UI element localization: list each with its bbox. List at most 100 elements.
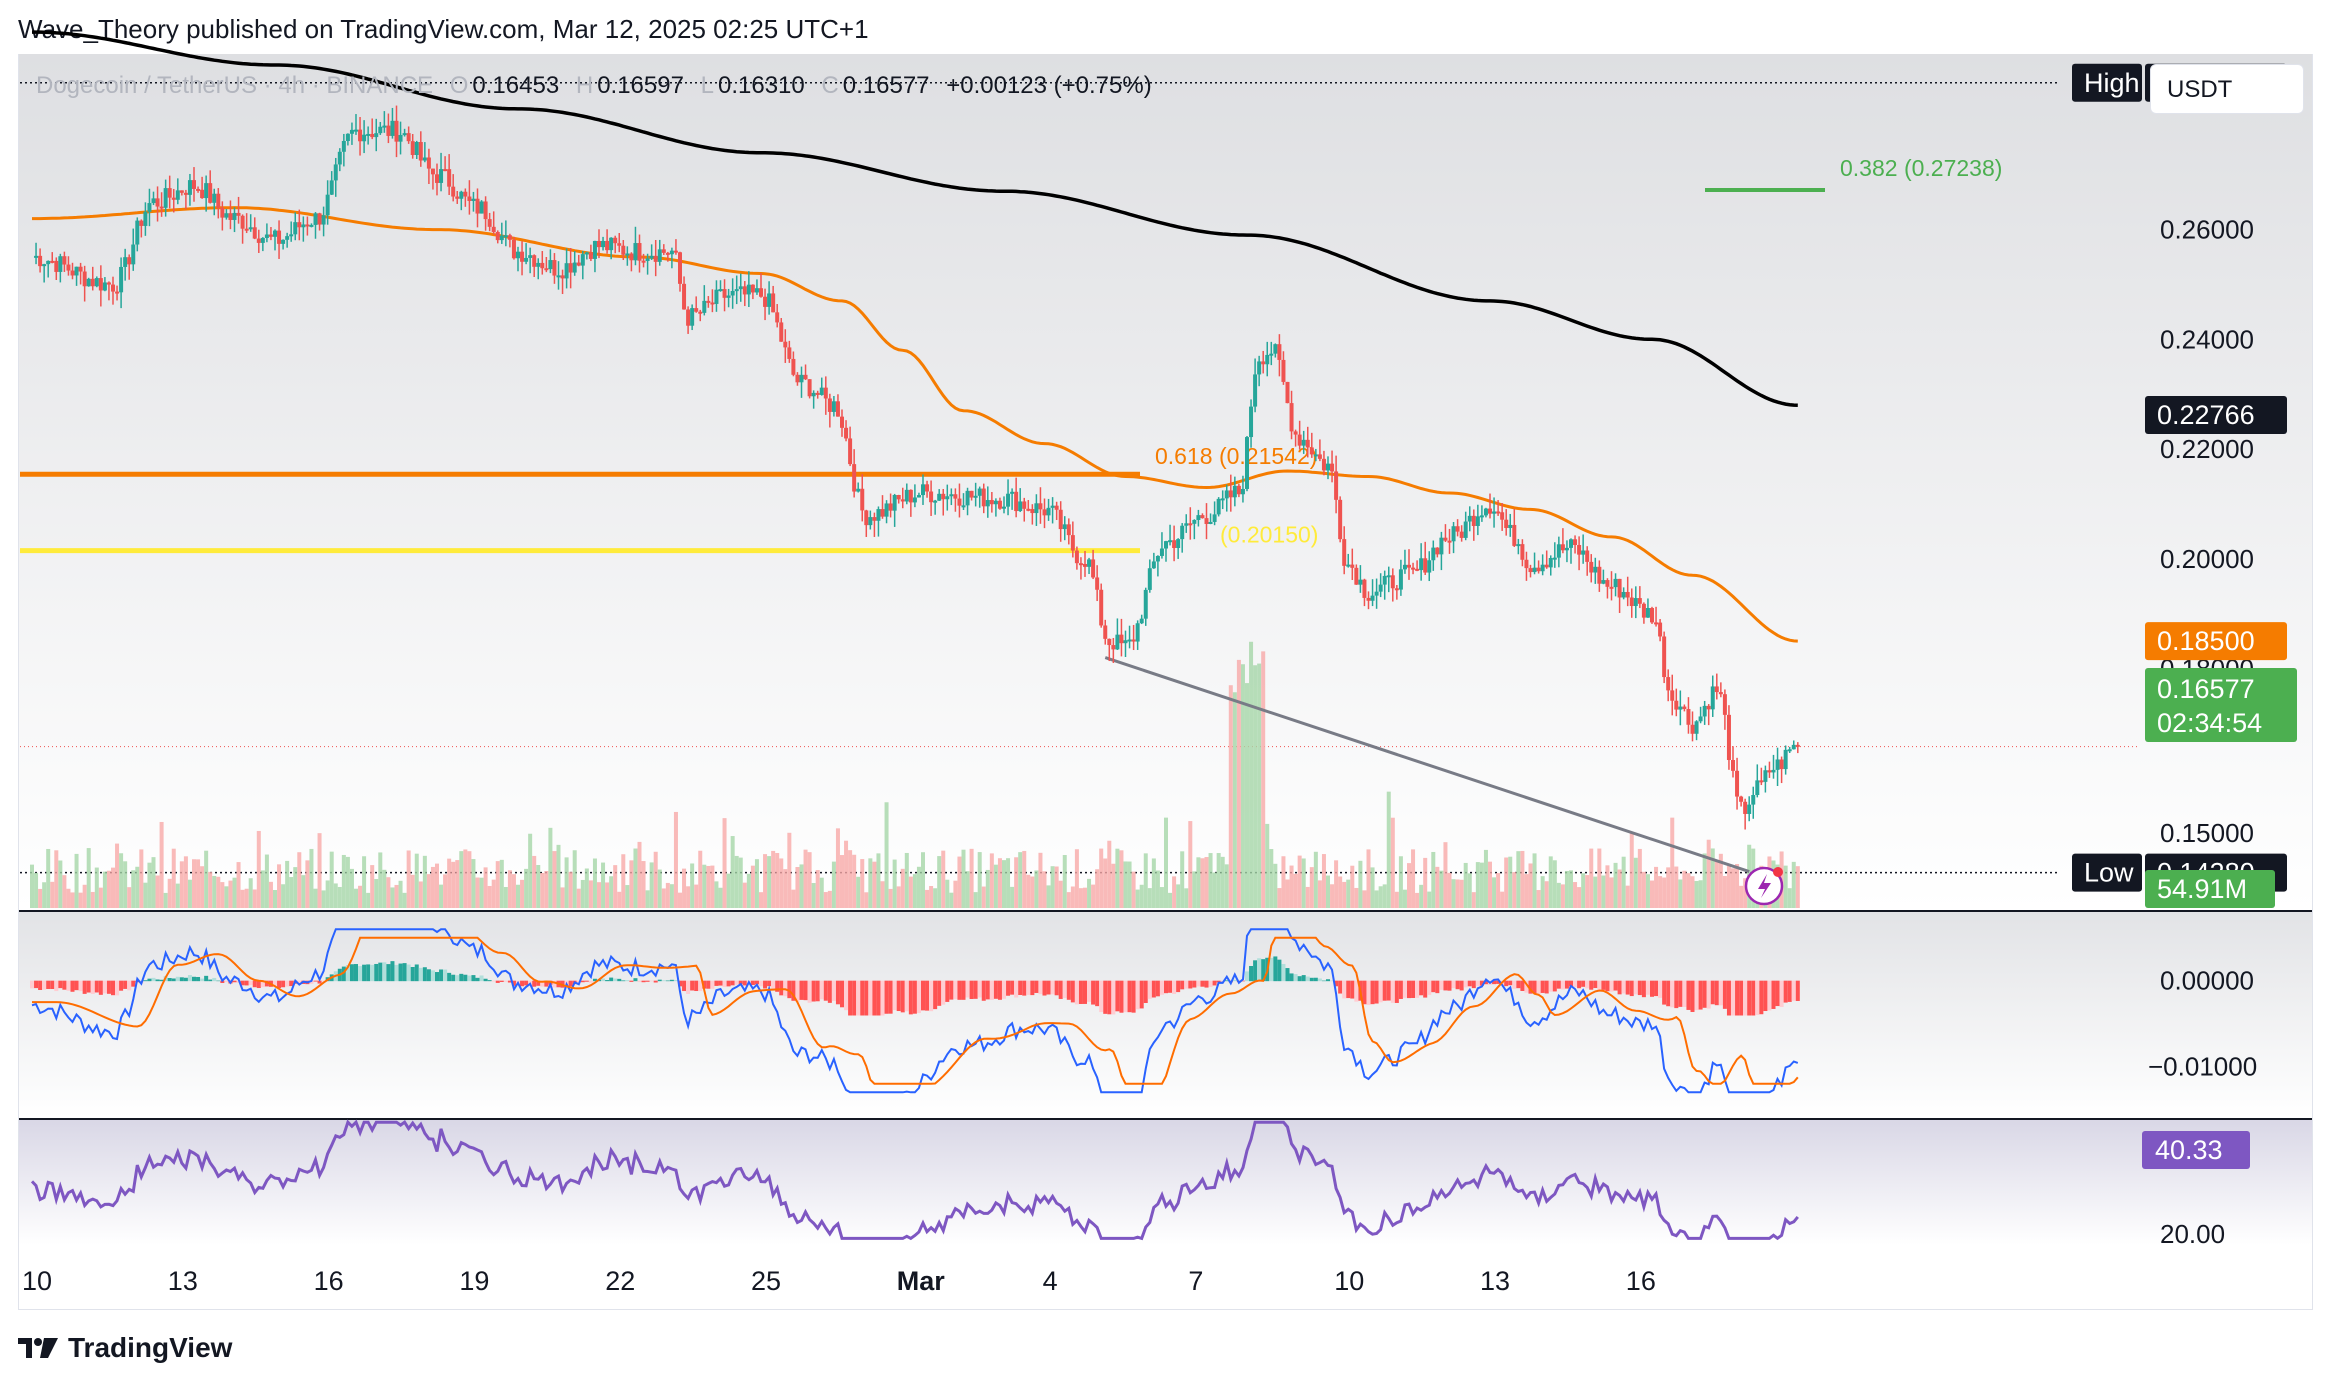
candle-body — [1714, 686, 1719, 693]
macd-histogram-bar — [1192, 980, 1197, 988]
macd-axis-tick: −0.01000 — [2148, 1052, 2257, 1082]
macd-histogram-bar — [1074, 980, 1079, 1005]
candle-body — [455, 196, 460, 199]
symbol-name[interactable]: Dogecoin / TetherUS · 4h · BINANCE — [36, 72, 434, 99]
volume-bar — [1650, 880, 1654, 908]
volume-bar — [1698, 880, 1703, 908]
macd-histogram-bar — [1637, 980, 1642, 996]
volume-bar — [1597, 848, 1602, 908]
volume-bar — [1240, 664, 1245, 908]
candle-body — [645, 258, 650, 262]
macd-histogram-bar — [649, 980, 654, 982]
volume-bar — [1123, 861, 1128, 908]
macd-histogram-bar — [1722, 980, 1727, 1009]
candle-body — [337, 151, 342, 165]
candle-body — [1447, 540, 1452, 543]
volume-bar — [1467, 873, 1472, 908]
candle-body — [402, 133, 407, 136]
candle-body — [1751, 794, 1756, 805]
macd-histogram-bar — [1103, 980, 1108, 1014]
candle-body — [1589, 561, 1594, 573]
candle-body — [795, 374, 800, 383]
macd-histogram-bar — [1755, 980, 1760, 1015]
macd-histogram-bar — [1309, 977, 1314, 982]
candle-body — [155, 198, 160, 207]
low-label: L — [700, 72, 714, 99]
macd-histogram-bar — [123, 980, 128, 989]
candle-body — [552, 260, 557, 276]
macd-histogram-bar — [439, 969, 444, 982]
volume-bar — [1184, 888, 1189, 908]
volume-bar — [1439, 870, 1444, 908]
volume-bar — [686, 886, 691, 908]
macd-histogram-bar — [1010, 980, 1015, 995]
candle-body — [787, 347, 792, 359]
macd-histogram-bar — [1172, 980, 1177, 995]
candle-body — [714, 289, 719, 304]
candle-body — [382, 125, 387, 128]
candle-body — [1147, 568, 1152, 590]
macd-histogram-bar — [127, 980, 132, 991]
candle-body — [929, 491, 934, 503]
macd-histogram-bar — [38, 980, 43, 990]
volume-bar — [1459, 879, 1464, 908]
volume-bar — [1232, 692, 1237, 908]
volume-bar — [536, 864, 541, 908]
candle-body — [58, 256, 63, 272]
volume-bar — [532, 855, 537, 908]
macd-histogram-bar — [706, 980, 711, 989]
volume-bar — [540, 872, 545, 908]
volume-bar — [916, 866, 921, 908]
currency-button[interactable]: USDT — [2150, 64, 2304, 114]
candle-body — [1204, 518, 1209, 524]
tradingview-footer[interactable]: TradingView — [18, 1328, 232, 1368]
macd-histogram-bar — [82, 980, 87, 994]
volume-bar — [1718, 853, 1723, 908]
candle-body — [1597, 566, 1602, 584]
candle-body — [1439, 537, 1444, 555]
macd-histogram-bar — [1338, 980, 1343, 994]
candle-body — [985, 500, 990, 507]
volume-bar — [244, 888, 249, 908]
candle-body — [1321, 458, 1326, 471]
candle-body — [503, 235, 508, 238]
volume-bar — [682, 868, 687, 908]
macd-histogram-bar — [1216, 980, 1221, 983]
volume-bar — [645, 890, 650, 908]
macd-histogram-bar — [1354, 980, 1359, 1002]
macd-histogram-bar — [1147, 980, 1152, 999]
candle-body — [609, 237, 614, 251]
candle-body — [1508, 524, 1513, 529]
candle-body — [1277, 344, 1282, 360]
candle-body — [309, 224, 314, 227]
candle-body — [1342, 539, 1347, 566]
macd-histogram-bar — [1532, 980, 1537, 994]
open-label: O — [449, 72, 469, 99]
macd-histogram-bar — [1743, 980, 1748, 1016]
candle-body — [690, 308, 695, 326]
candle-body — [1164, 541, 1168, 549]
candle-body — [1516, 544, 1521, 547]
volume-bar — [123, 861, 128, 908]
macd-histogram-bar — [1285, 968, 1290, 982]
candle-body — [285, 236, 290, 240]
candle-body — [1706, 705, 1711, 710]
candle-body — [1358, 579, 1363, 585]
volume-bar — [673, 811, 678, 908]
candle-body — [1678, 706, 1683, 710]
volume-bar — [1601, 875, 1606, 908]
volume-bar — [1091, 884, 1096, 908]
candle-body — [1767, 770, 1772, 773]
low-value: 0.16310 — [717, 72, 805, 99]
macd-histogram-bar — [730, 980, 735, 986]
macd-histogram-bar — [1731, 980, 1735, 1016]
candle-body — [1022, 501, 1027, 509]
macd-histogram-bar — [678, 980, 682, 987]
macd-histogram-bar — [1386, 980, 1391, 1001]
volume-bar — [929, 886, 934, 908]
candle-body — [852, 464, 857, 492]
candle-body — [499, 235, 504, 241]
macd-histogram-bar — [750, 980, 755, 986]
candle-body — [1702, 705, 1707, 717]
